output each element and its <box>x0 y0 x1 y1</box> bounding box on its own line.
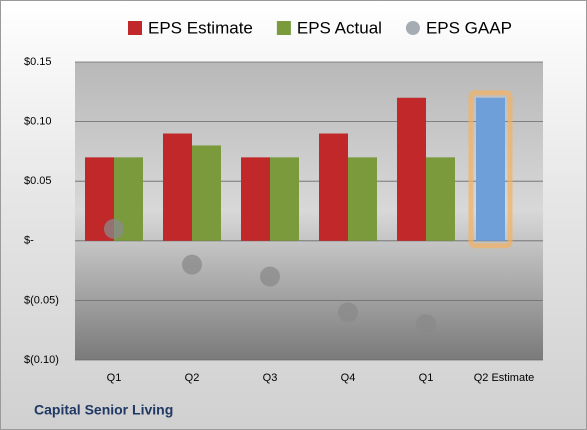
y-tick-label: $(0.05) <box>24 294 59 306</box>
bar <box>397 97 426 241</box>
legend-label: EPS Actual <box>297 18 382 37</box>
plot-area <box>75 62 543 360</box>
bar <box>163 133 192 241</box>
bar <box>270 157 299 241</box>
x-tick-label: Q2 Estimate <box>474 372 535 384</box>
bar <box>348 157 377 241</box>
legend-swatch <box>276 21 291 35</box>
bar <box>241 157 270 241</box>
dot <box>260 266 280 287</box>
legend-label: EPS GAAP <box>426 18 512 37</box>
y-tick-label: $0.05 <box>24 175 52 187</box>
bar <box>192 145 221 241</box>
footer: Capital Senior Living <box>34 402 173 418</box>
bar <box>426 157 455 241</box>
legend-swatch <box>405 21 420 35</box>
legend-swatch <box>128 21 142 35</box>
y-tick-label: $- <box>24 235 34 247</box>
y-tick-label: $0.10 <box>24 116 52 128</box>
y-tick-label: $(0.10) <box>24 354 59 366</box>
highlight <box>468 90 513 249</box>
y-tick-label: $0.15 <box>24 56 52 68</box>
x-tick-label: Q1 <box>419 372 434 384</box>
x-tick-label: Q4 <box>341 372 356 384</box>
dot <box>416 314 436 335</box>
x-tick-label: Q2 <box>185 372 200 384</box>
legend-label: EPS Estimate <box>148 18 253 37</box>
dot <box>104 218 124 239</box>
bar <box>319 133 348 241</box>
dot <box>338 302 358 323</box>
x-tick-label: Q3 <box>263 372 278 384</box>
x-tick-label: Q1 <box>107 372 122 384</box>
bar <box>476 97 505 241</box>
dot <box>182 254 202 275</box>
